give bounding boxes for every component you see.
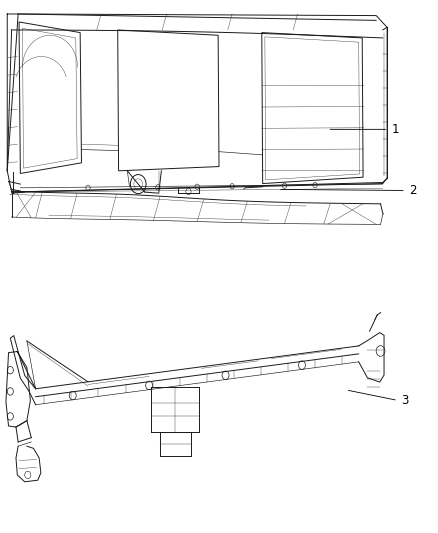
Text: 1: 1 [392, 123, 399, 136]
Text: 3: 3 [402, 394, 409, 407]
Text: 2: 2 [409, 184, 417, 197]
